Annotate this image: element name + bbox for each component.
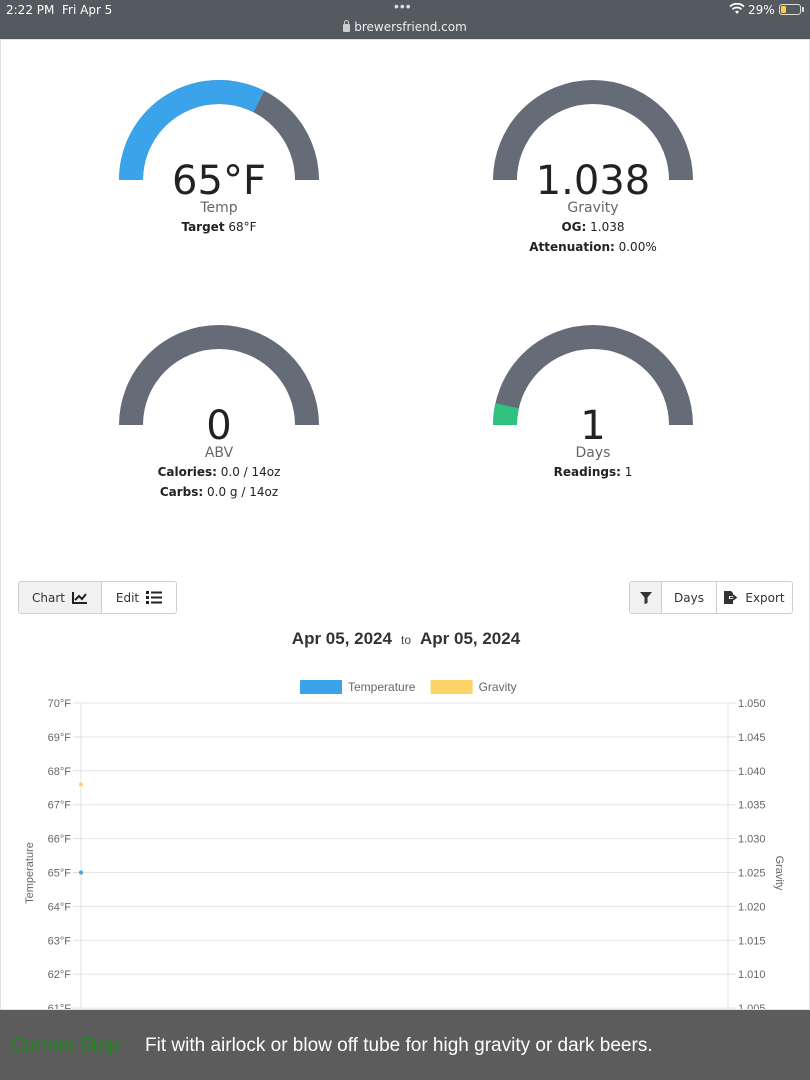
y-right-tick-label: 1.040 bbox=[738, 766, 766, 778]
y-left-tick-label: 63°F bbox=[48, 935, 72, 947]
gravity-attenuation: Attenuation: 0.00% bbox=[529, 240, 657, 254]
chart-button[interactable]: Chart bbox=[19, 582, 102, 613]
y-right-axis-title: Gravity bbox=[773, 856, 785, 891]
date-range: Apr 05, 2024 to Apr 05, 2024 bbox=[1, 629, 809, 649]
days-button-label: Days bbox=[674, 590, 704, 605]
y-right-tick-label: 1.020 bbox=[738, 901, 766, 913]
y-right-tick-label: 1.050 bbox=[738, 698, 766, 710]
gravity-value: 1.038 bbox=[535, 158, 651, 204]
gravity-gauge-arc bbox=[493, 80, 693, 181]
abv-calories: Calories: 0.0 / 14oz bbox=[157, 465, 281, 479]
status-date: Fri Apr 5 bbox=[62, 3, 113, 17]
edit-button-label: Edit bbox=[115, 590, 140, 605]
y-right-tick-label: 1.030 bbox=[738, 834, 766, 846]
days-gauge-arc bbox=[493, 325, 693, 426]
abv-label: ABV bbox=[204, 445, 234, 461]
legend-swatch-gravity bbox=[430, 680, 473, 694]
y-right-tick-label: 1.045 bbox=[738, 732, 766, 744]
y-left-tick-label: 67°F bbox=[48, 800, 72, 812]
y-right-tick-label: 1.010 bbox=[738, 969, 766, 981]
abv-carbs: Carbs: 0.0 g / 14oz bbox=[159, 485, 279, 499]
y-right-tick-label: 1.015 bbox=[738, 935, 766, 947]
view-toggle: Chart Edit bbox=[18, 581, 177, 614]
days-button[interactable]: Days bbox=[662, 582, 717, 613]
list-icon bbox=[146, 591, 163, 604]
y-right-tick-label: 1.025 bbox=[738, 868, 766, 880]
y-left-tick-label: 69°F bbox=[48, 732, 72, 744]
gravity-og: OG: 1.038 bbox=[561, 220, 625, 234]
wifi-icon bbox=[729, 3, 745, 14]
multitask-dots-icon[interactable]: ••• bbox=[394, 0, 412, 14]
y-left-tick-label: 66°F bbox=[48, 834, 72, 846]
temp-value: 65°F bbox=[172, 158, 266, 204]
legend-label-temperature: Temperature bbox=[348, 680, 416, 694]
days-readings: Readings: 1 bbox=[553, 465, 633, 479]
temp-gauge-arc bbox=[119, 80, 319, 181]
date-to-word: to bbox=[400, 633, 411, 647]
export-icon bbox=[724, 591, 738, 604]
chart-button-label: Chart bbox=[32, 590, 65, 605]
filter-button[interactable] bbox=[630, 582, 662, 613]
export-button[interactable]: Export bbox=[717, 582, 792, 613]
date-from: Apr 05, 2024 bbox=[291, 629, 392, 648]
address-bar[interactable]: brewersfriend.com bbox=[0, 20, 810, 34]
page-content: 65°F Temp Target 68°F 1.038 Gravity OG: … bbox=[0, 39, 810, 1010]
filter-icon bbox=[639, 591, 652, 604]
gravity-label: Gravity bbox=[567, 200, 619, 216]
y-left-tick-label: 68°F bbox=[48, 766, 72, 778]
fermentation-chart: Temperature Gravity 70°F 1.050 69°F 1.045 68°F… bbox=[24, 680, 785, 1010]
y-left-tick-label: 62°F bbox=[48, 969, 72, 981]
status-time: 2:22 PM bbox=[6, 3, 55, 17]
current-step-label: Current Step: bbox=[11, 1035, 124, 1056]
lock-icon bbox=[343, 20, 351, 32]
address-url: brewersfriend.com bbox=[354, 20, 467, 34]
days-value: 1 bbox=[580, 403, 606, 449]
battery-icon bbox=[779, 4, 801, 15]
abv-value: 0 bbox=[206, 403, 232, 449]
y-right-tick-label: 1.035 bbox=[738, 800, 766, 812]
temp-target: Target 68°F bbox=[181, 220, 257, 234]
y-left-tick-label: 61°F bbox=[48, 1003, 72, 1010]
current-step-banner: Current Step: Fit with airlock or blow o… bbox=[0, 1010, 810, 1080]
y-left-tick-label: 70°F bbox=[48, 698, 72, 710]
legend-swatch-temperature bbox=[300, 680, 342, 694]
status-bar: 2:22 PM Fri Apr 5 ••• brewersfriend.com … bbox=[0, 0, 810, 39]
y-left-tick-label: 65°F bbox=[48, 868, 72, 880]
data-point-temperature bbox=[79, 870, 83, 875]
y-right-tick-label: 1.005 bbox=[738, 1003, 766, 1010]
abv-gauge-arc bbox=[119, 325, 319, 426]
battery-percent: 29% bbox=[748, 3, 775, 17]
y-left-tick-label: 64°F bbox=[48, 901, 72, 913]
current-step-text: Fit with airlock or blow off tube for hi… bbox=[145, 1035, 653, 1056]
chart-actions: Days Export bbox=[629, 581, 793, 614]
line-chart-icon bbox=[71, 592, 87, 604]
date-to: Apr 05, 2024 bbox=[420, 629, 521, 648]
legend-label-gravity: Gravity bbox=[479, 680, 517, 694]
days-label: Days bbox=[575, 445, 611, 461]
temp-label: Temp bbox=[200, 200, 238, 216]
export-button-label: Export bbox=[745, 590, 785, 605]
edit-button[interactable]: Edit bbox=[102, 582, 176, 613]
data-point-gravity bbox=[79, 782, 83, 787]
y-left-axis-title: Temperature bbox=[24, 842, 36, 904]
